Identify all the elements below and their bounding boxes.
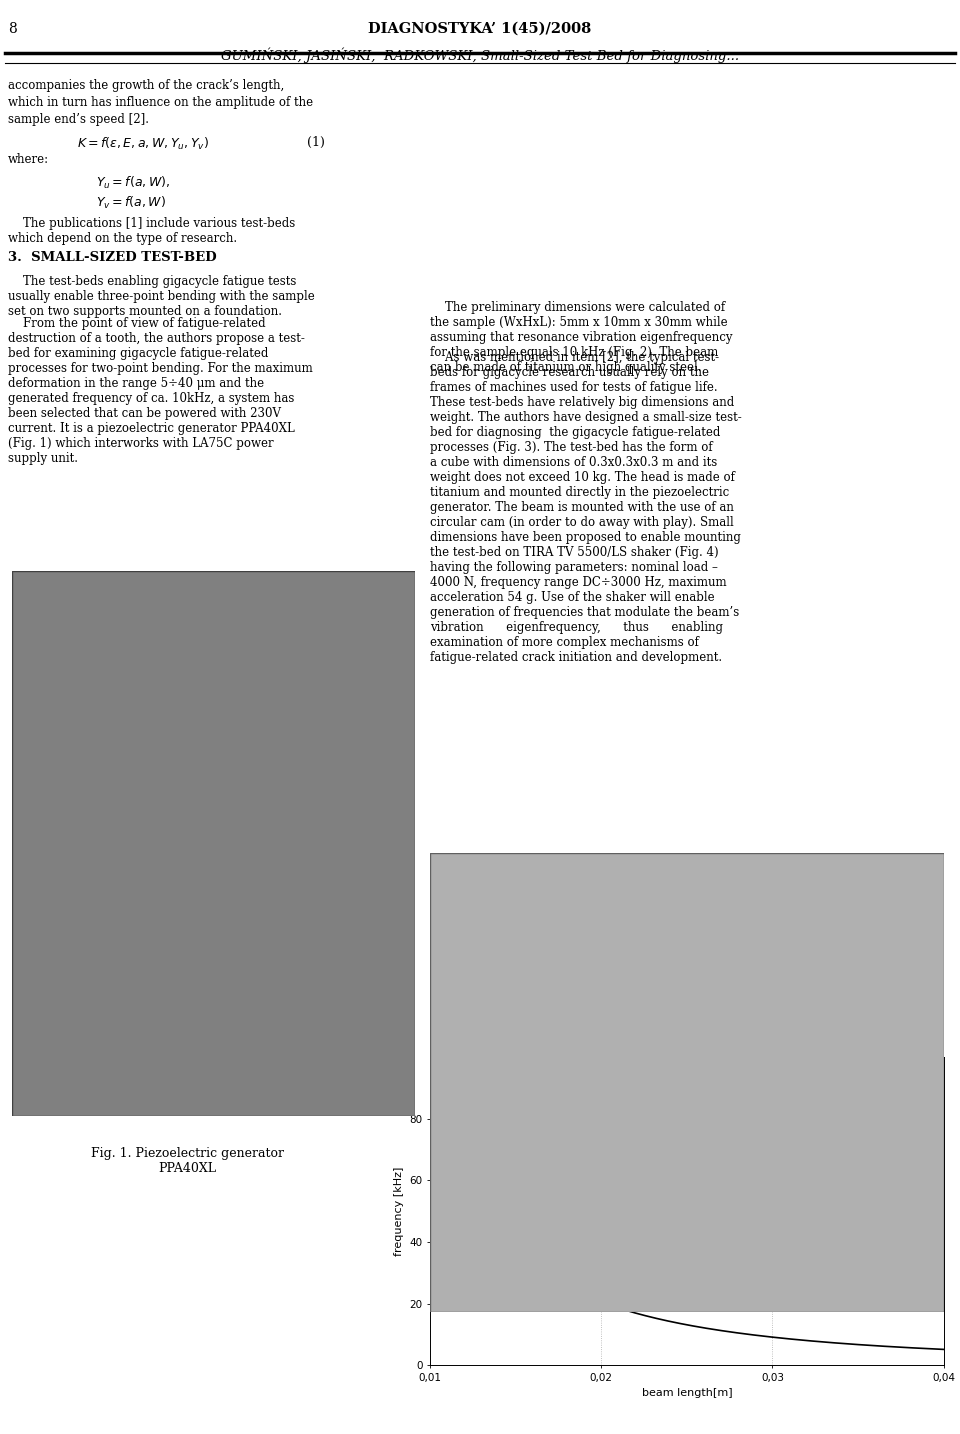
Text: $Y_v = f(a, W)$: $Y_v = f(a, W)$ — [96, 195, 166, 211]
Text: From the point of view of fatigue-related
destruction of a tooth, the authors pr: From the point of view of fatigue-relate… — [8, 317, 312, 465]
Text: The preliminary dimensions were calculated of
the sample (WxHxL): 5mm x 10mm x 3: The preliminary dimensions were calculat… — [430, 301, 732, 374]
Text: DIAGNOSTYKA’ 1(45)/2008: DIAGNOSTYKA’ 1(45)/2008 — [369, 22, 591, 36]
Text: where:: where: — [8, 153, 49, 166]
Text: $K = f(\varepsilon, E, a, W, Y_u, Y_v)$: $K = f(\varepsilon, E, a, W, Y_u, Y_v)$ — [77, 136, 209, 152]
Text: Fig. 2. Own vibration frequency depending on
beam length: Fig. 2. Own vibration frequency dependin… — [540, 1057, 834, 1086]
Y-axis label: frequency [kHz]: frequency [kHz] — [394, 1166, 404, 1256]
Text: 3.  SMALL-SIZED TEST-BED: 3. SMALL-SIZED TEST-BED — [8, 251, 216, 264]
X-axis label: beam length[m]: beam length[m] — [641, 1388, 732, 1398]
Text: The test-beds enabling gigacycle fatigue tests
usually enable three-point bendin: The test-beds enabling gigacycle fatigue… — [8, 275, 315, 318]
Text: 8: 8 — [8, 22, 16, 36]
Text: sample end’s speed [2].: sample end’s speed [2]. — [8, 113, 149, 126]
Text: $Y_u = f(a, W),$: $Y_u = f(a, W),$ — [96, 175, 170, 191]
Text: (1): (1) — [307, 136, 325, 149]
Text: accompanies the growth of the crack’s length,: accompanies the growth of the crack’s le… — [8, 79, 284, 92]
Text: GUMIŃSKI, JASIŃSKI,  RADKOWSKI, Small-Sized Test Bed for Diagnosing...: GUMIŃSKI, JASIŃSKI, RADKOWSKI, Small-Siz… — [221, 47, 739, 63]
Text: which in turn has influence on the amplitude of the: which in turn has influence on the ampli… — [8, 96, 313, 109]
Text: As was mentioned in item [2], the typical test-
beds for gigacycle research usua: As was mentioned in item [2], the typica… — [430, 351, 742, 664]
Text: The publications [1] include various test-beds
which depend on the type of resea: The publications [1] include various tes… — [8, 217, 295, 245]
Title: beam WxH: 5mmx10mm: beam WxH: 5mmx10mm — [613, 1043, 760, 1055]
Text: Fig. 1. Piezoelectric generator
PPA40XL: Fig. 1. Piezoelectric generator PPA40XL — [90, 1147, 284, 1176]
Text: Fig. 3. Small-sized test-bed for diagnosing
gigacycle fatigue-related processes: Fig. 3. Small-sized test-bed for diagnos… — [553, 1336, 822, 1365]
